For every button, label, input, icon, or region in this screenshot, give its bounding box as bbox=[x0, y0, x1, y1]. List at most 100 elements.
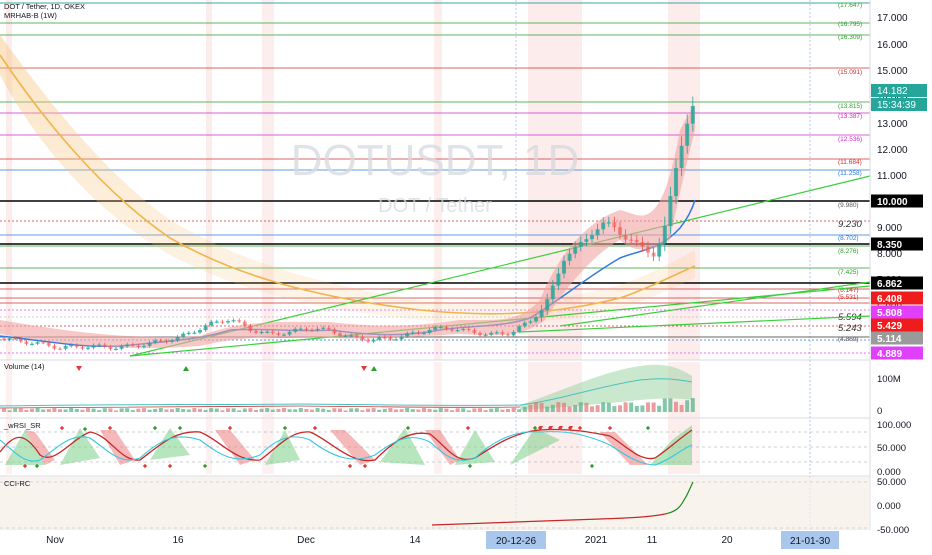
candle[interactable] bbox=[91, 343, 96, 350]
candle[interactable] bbox=[321, 325, 326, 331]
candle[interactable] bbox=[634, 234, 639, 247]
chart-legend[interactable]: DOT / Tether, 1D, OKEX MRHAB-B (1W) bbox=[4, 2, 85, 20]
candle[interactable] bbox=[287, 329, 292, 337]
cci-pane[interactable] bbox=[0, 477, 870, 530]
candle[interactable] bbox=[114, 346, 118, 351]
candle[interactable] bbox=[276, 331, 281, 337]
last-price-badge[interactable]: 14.182 bbox=[871, 84, 927, 97]
candle[interactable] bbox=[7, 336, 12, 342]
candle[interactable] bbox=[679, 136, 684, 176]
candle[interactable] bbox=[612, 216, 617, 232]
candle[interactable] bbox=[259, 330, 264, 335]
indicator-legend[interactable]: MRHAB-B (1W) bbox=[4, 11, 57, 20]
candle[interactable] bbox=[450, 327, 454, 333]
candle[interactable] bbox=[528, 319, 533, 325]
candle[interactable] bbox=[382, 335, 387, 339]
date-badge[interactable]: 21-01-30 bbox=[781, 531, 839, 549]
candle[interactable] bbox=[86, 345, 90, 351]
candle[interactable] bbox=[349, 333, 354, 338]
symbol-legend[interactable]: DOT / Tether, 1D, OKEX bbox=[4, 2, 86, 11]
candle[interactable] bbox=[562, 255, 566, 279]
candle[interactable] bbox=[629, 234, 634, 245]
candle[interactable] bbox=[170, 338, 174, 344]
candle[interactable] bbox=[668, 186, 673, 234]
candle[interactable] bbox=[422, 331, 426, 335]
candle[interactable] bbox=[522, 320, 527, 328]
candle[interactable] bbox=[326, 325, 331, 331]
candle[interactable] bbox=[674, 158, 678, 204]
candle[interactable] bbox=[595, 223, 600, 240]
candle[interactable] bbox=[265, 329, 270, 334]
candle[interactable] bbox=[640, 236, 645, 252]
candle[interactable] bbox=[164, 338, 169, 344]
candle[interactable] bbox=[483, 332, 488, 337]
volume-pane[interactable] bbox=[0, 364, 695, 412]
price-axis[interactable]: 17.000 16.000 15.000 14.000 13.000 12.000 11.0… bbox=[871, 13, 927, 360]
candle[interactable] bbox=[354, 333, 359, 339]
candle[interactable] bbox=[30, 341, 34, 346]
candle[interactable] bbox=[539, 304, 544, 322]
candle[interactable] bbox=[80, 344, 85, 351]
candle[interactable] bbox=[651, 247, 656, 262]
candle[interactable] bbox=[601, 217, 606, 234]
candle[interactable] bbox=[618, 221, 622, 240]
candle[interactable] bbox=[158, 338, 163, 343]
candle[interactable] bbox=[343, 333, 348, 338]
candle[interactable] bbox=[623, 229, 628, 245]
candle[interactable] bbox=[58, 346, 62, 351]
price-level-badge[interactable]: 10.000 bbox=[871, 194, 923, 209]
candle[interactable] bbox=[444, 325, 449, 331]
candle[interactable] bbox=[136, 343, 141, 349]
candle[interactable] bbox=[590, 229, 594, 244]
candle[interactable] bbox=[366, 337, 370, 344]
candle[interactable] bbox=[41, 340, 46, 345]
candle[interactable] bbox=[153, 338, 158, 345]
candle[interactable] bbox=[231, 318, 236, 323]
candle[interactable] bbox=[242, 319, 247, 328]
price-level-badge[interactable]: 8.350 bbox=[871, 237, 923, 252]
candle[interactable] bbox=[606, 216, 611, 228]
candle[interactable] bbox=[685, 114, 690, 154]
candle[interactable] bbox=[63, 344, 68, 351]
price-level-badge[interactable]: 6.862 bbox=[871, 276, 923, 291]
candle[interactable] bbox=[97, 342, 102, 347]
candle[interactable] bbox=[472, 328, 477, 335]
candle[interactable] bbox=[517, 324, 522, 334]
candle[interactable] bbox=[248, 323, 253, 333]
candle[interactable] bbox=[338, 331, 342, 338]
cci-legend[interactable]: CCI-RC bbox=[4, 479, 31, 488]
candle[interactable] bbox=[662, 216, 667, 252]
candle[interactable] bbox=[438, 325, 443, 329]
candle[interactable] bbox=[646, 241, 650, 258]
candle[interactable] bbox=[214, 319, 219, 324]
candle[interactable] bbox=[220, 319, 225, 325]
candlesticks[interactable] bbox=[2, 96, 695, 351]
candle[interactable] bbox=[567, 248, 572, 266]
candle[interactable] bbox=[427, 327, 432, 335]
candle[interactable] bbox=[254, 329, 258, 335]
candle[interactable] bbox=[175, 334, 180, 343]
candle[interactable] bbox=[657, 237, 662, 262]
candle[interactable] bbox=[410, 330, 415, 335]
candle[interactable] bbox=[13, 336, 18, 341]
candle[interactable] bbox=[147, 340, 152, 348]
candle[interactable] bbox=[181, 331, 186, 339]
candle[interactable] bbox=[18, 336, 23, 343]
candle[interactable] bbox=[310, 328, 314, 332]
candle[interactable] bbox=[192, 330, 197, 335]
rsi-legend[interactable]: _wRSI_SR bbox=[4, 421, 41, 430]
volume-legend[interactable]: Volume (14) bbox=[4, 362, 45, 371]
price-level-badge[interactable]: 5.114 bbox=[871, 331, 923, 346]
candle[interactable] bbox=[399, 334, 404, 341]
candle[interactable] bbox=[282, 332, 286, 337]
candle[interactable] bbox=[304, 326, 309, 332]
candle[interactable] bbox=[315, 327, 320, 332]
candle[interactable] bbox=[371, 337, 376, 344]
candle[interactable] bbox=[360, 334, 365, 342]
candle[interactable] bbox=[534, 315, 538, 323]
countdown-badge[interactable]: 15:34:39 bbox=[871, 98, 927, 111]
candle[interactable] bbox=[500, 330, 505, 336]
candle[interactable] bbox=[388, 335, 393, 341]
candle[interactable] bbox=[550, 280, 555, 304]
